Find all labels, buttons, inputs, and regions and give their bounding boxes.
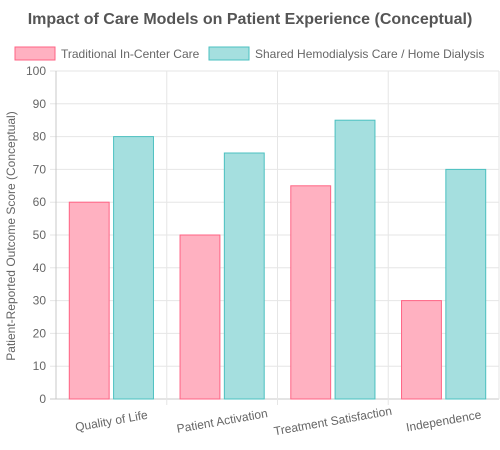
y-tick-label: 40 — [33, 261, 47, 275]
y-tick-label: 80 — [33, 130, 47, 144]
y-tick-label: 0 — [39, 392, 46, 406]
y-tick-label: 20 — [33, 326, 47, 340]
bar-shared-3[interactable] — [445, 168, 487, 400]
legend-label-traditional[interactable]: Traditional In-Center Care — [61, 47, 200, 61]
x-tick-label: Patient Activation — [176, 406, 269, 436]
y-tick-label: 50 — [33, 228, 47, 242]
bar-shared-2[interactable] — [334, 119, 376, 400]
x-tick-label: Treatment Satisfaction — [273, 404, 393, 439]
x-axis-ticks: Quality of Life Patient Activation Treatme… — [74, 404, 483, 439]
chart-title: Impact of Care Models on Patient Experie… — [28, 11, 473, 28]
y-tick-label: 30 — [33, 294, 47, 308]
x-tick-label: Quality of Life — [74, 408, 149, 435]
legend: Traditional In-Center Care Shared Hemodi… — [14, 46, 484, 61]
y-tick-label: 70 — [33, 162, 47, 176]
bar-traditional-3[interactable] — [401, 300, 442, 400]
bar-shared-0[interactable] — [113, 136, 154, 400]
y-axis-ticks: 0 10 20 30 40 50 60 70 80 90 100 — [26, 64, 46, 406]
bar-shared-1[interactable] — [223, 152, 265, 400]
bar-traditional-0[interactable] — [68, 201, 110, 400]
y-tick-label: 100 — [26, 64, 46, 78]
legend-label-shared[interactable]: Shared Hemodialysis Care / Home Dialysis — [255, 47, 484, 61]
bars — [68, 119, 487, 400]
y-axis-label: Patient-Reported Outcome Score (Conceptu… — [4, 111, 18, 360]
bar-traditional-2[interactable] — [290, 185, 332, 400]
legend-swatch-traditional[interactable] — [14, 46, 56, 61]
bar-traditional-1[interactable] — [179, 234, 221, 400]
legend-swatch-shared[interactable] — [208, 46, 250, 61]
y-tick-label: 10 — [33, 359, 47, 373]
x-tick-label: Independence — [405, 407, 483, 434]
y-tick-label: 90 — [33, 97, 47, 111]
y-tick-label: 60 — [33, 195, 47, 209]
